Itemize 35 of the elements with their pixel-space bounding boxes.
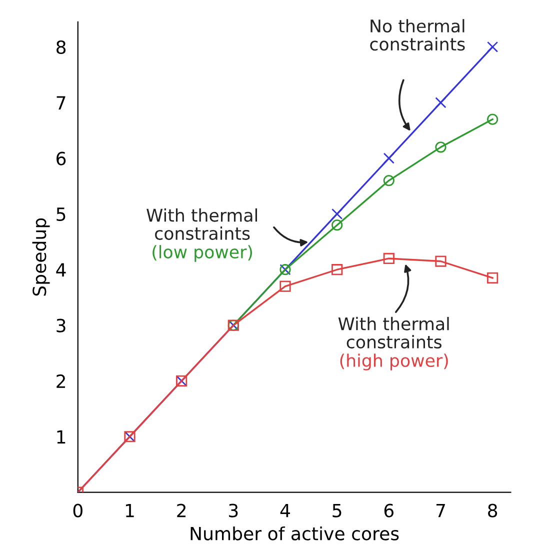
- series-label: No thermal constraints: [370, 19, 465, 51]
- y-tick-label: 1: [57, 430, 66, 444]
- y-tick-label: 6: [56, 152, 66, 166]
- point: [332, 208, 343, 220]
- x-tick-label: 8: [488, 504, 498, 518]
- point: [435, 97, 446, 108]
- point: [487, 41, 498, 52]
- y-tick-label: 5: [56, 208, 66, 222]
- text: With thermal constraints (high power): [338, 316, 449, 370]
- x-tick-label: 3: [229, 504, 238, 518]
- point: [383, 174, 394, 186]
- y-tick-label: 7: [56, 96, 66, 110]
- point: [435, 256, 446, 267]
- series-label: With thermal constraints (low power): [146, 208, 257, 262]
- x-tick-label: 0: [73, 504, 82, 518]
- point: [487, 114, 498, 125]
- y-tick-label: 3: [56, 318, 66, 332]
- x-tick-label: 1: [126, 504, 134, 518]
- point: [383, 252, 394, 264]
- point: [332, 220, 343, 231]
- x-tick-label: 5: [332, 504, 342, 518]
- point: [435, 142, 446, 153]
- x-axis-title: Number of active cores: [190, 526, 399, 540]
- x-tick-label: 4: [280, 504, 290, 518]
- point: [383, 152, 394, 164]
- point: [332, 264, 343, 276]
- x-tick-label: 7: [436, 504, 445, 518]
- y-tick-label: 4: [56, 263, 66, 276]
- point: [487, 272, 498, 284]
- x-tick-label: 6: [384, 504, 394, 518]
- x-tick-label: 2: [177, 504, 186, 518]
- y-axis-title: Speedup: [32, 218, 50, 296]
- y-tick-label: 2: [56, 374, 65, 388]
- y-tick-label: 8: [56, 40, 66, 54]
- point: [280, 280, 291, 292]
